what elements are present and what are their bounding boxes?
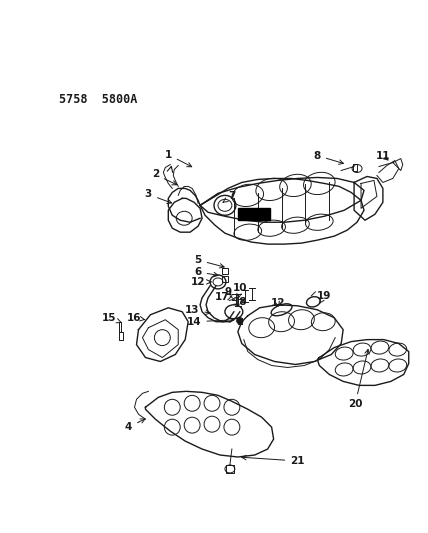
- Text: 5758  5800A: 5758 5800A: [59, 93, 137, 106]
- Text: 7: 7: [223, 191, 235, 203]
- Text: 18: 18: [232, 297, 247, 307]
- Text: 9: 9: [224, 287, 232, 297]
- Text: 15: 15: [101, 313, 122, 323]
- Circle shape: [237, 318, 243, 324]
- Text: 21: 21: [242, 455, 305, 466]
- Text: 5: 5: [194, 255, 224, 268]
- Text: 8: 8: [314, 151, 343, 164]
- Text: 11: 11: [376, 151, 390, 160]
- Text: 12: 12: [191, 277, 211, 287]
- Text: 20: 20: [348, 349, 369, 409]
- Bar: [238, 208, 270, 220]
- Text: 14: 14: [187, 317, 234, 327]
- Text: 1: 1: [165, 150, 192, 167]
- Text: 2: 2: [152, 169, 177, 185]
- Text: 19: 19: [317, 291, 331, 304]
- Text: 17: 17: [214, 292, 235, 302]
- Text: 10: 10: [232, 283, 247, 298]
- Text: 12: 12: [270, 298, 285, 308]
- Text: 3: 3: [145, 189, 172, 204]
- Text: 16: 16: [127, 313, 145, 323]
- Text: 4: 4: [125, 419, 145, 432]
- Text: 13: 13: [185, 305, 210, 315]
- Text: 6: 6: [194, 267, 218, 277]
